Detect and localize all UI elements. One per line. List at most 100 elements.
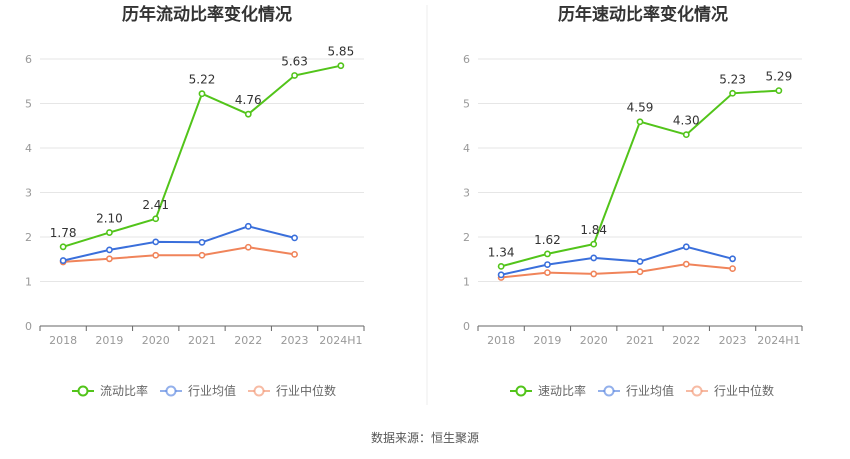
legend-label: 行业中位数 [276, 383, 336, 398]
y-tick-label: 1 [25, 276, 32, 289]
data-label: 5.63 [281, 54, 308, 68]
y-tick-label: 4 [25, 142, 32, 155]
data-point [198, 251, 206, 259]
data-label: 5.85 [327, 45, 354, 59]
data-label: 1.62 [534, 233, 561, 247]
data-point [682, 243, 690, 251]
data-label: 2.41 [142, 198, 169, 212]
series-line [62, 225, 295, 262]
legend-marker-icon [603, 385, 615, 397]
data-point [59, 257, 67, 264]
data-point [636, 268, 644, 276]
data-point [244, 243, 252, 251]
data-label: 1.84 [580, 223, 607, 237]
data-point [544, 250, 551, 258]
legend-marker-icon [77, 385, 89, 397]
y-tick-label: 0 [25, 320, 32, 333]
data-point [244, 110, 252, 118]
chart-title: 历年流动比率变化情况 [122, 4, 292, 25]
x-tick-label: 2024H1 [319, 334, 362, 347]
y-tick-label: 5 [25, 98, 32, 111]
data-point [682, 131, 690, 139]
x-tick-label: 2023 [719, 334, 747, 347]
data-point [497, 262, 505, 270]
x-tick-label: 2018 [49, 334, 77, 347]
data-point [152, 251, 160, 259]
data-point [729, 265, 736, 272]
x-tick-label: 2022 [234, 334, 262, 347]
y-tick-label: 4 [463, 142, 470, 155]
data-point [152, 215, 160, 223]
data-point [291, 72, 298, 79]
legend-label: 行业均值 [188, 383, 236, 398]
data-point [497, 271, 505, 279]
legend-label: 速动比率 [538, 383, 586, 398]
legend-marker-icon [253, 385, 265, 397]
y-tick-label: 0 [463, 320, 470, 333]
data-point [544, 261, 551, 268]
x-tick-label: 2020 [580, 334, 608, 347]
data-point [106, 255, 113, 263]
data-source-footer: 数据来源：恒生聚源 [370, 431, 479, 445]
legend-label: 行业中位数 [714, 383, 774, 398]
data-point [729, 255, 736, 263]
legend-item[interactable]: 行业均值 [160, 383, 236, 398]
data-point [106, 246, 113, 254]
data-point [636, 118, 644, 126]
data-point [729, 89, 736, 97]
legend-label: 行业均值 [626, 383, 674, 398]
y-tick-label: 1 [463, 276, 470, 289]
data-label: 5.22 [189, 73, 216, 87]
legend-item[interactable]: 行业中位数 [248, 383, 336, 398]
y-tick-label: 6 [25, 53, 32, 66]
legend-item[interactable]: 行业中位数 [686, 383, 774, 398]
series-line [500, 245, 733, 276]
data-point [291, 234, 298, 242]
x-tick-label: 2019 [533, 334, 561, 347]
data-point [152, 238, 160, 246]
y-tick-label: 3 [463, 187, 470, 200]
data-label: 5.23 [719, 72, 746, 86]
legend-item[interactable]: 流动比率 [72, 383, 148, 398]
data-point [106, 229, 113, 236]
y-tick-label: 6 [463, 53, 470, 66]
x-tick-label: 2019 [95, 334, 123, 347]
legend-item[interactable]: 行业均值 [598, 383, 674, 398]
data-point [590, 240, 598, 248]
x-tick-label: 2022 [672, 334, 700, 347]
y-tick-label: 2 [463, 231, 470, 244]
data-point [244, 222, 252, 230]
x-tick-label: 2023 [281, 334, 309, 347]
x-tick-label: 2018 [487, 334, 515, 347]
data-label: 2.10 [96, 212, 123, 226]
data-label: 4.59 [627, 101, 654, 115]
data-point [544, 269, 551, 276]
data-point [636, 258, 644, 265]
chart-title: 历年速动比率变化情况 [558, 4, 728, 25]
legend-marker-icon [165, 385, 177, 397]
data-point [198, 90, 206, 98]
legend-marker-icon [691, 385, 703, 397]
chart-1: 历年流动比率变化情况 0 1 2 3 4 5 6 2018 2019 2020 2021 2022 202… [25, 4, 365, 398]
data-point [337, 62, 345, 70]
data-label: 4.30 [673, 114, 700, 128]
series-line [63, 246, 295, 263]
y-tick-label: 3 [25, 187, 32, 200]
chart-2: 历年速动比率变化情况 0 1 2 3 4 5 6 2018 2019 2020 2021 2022 202… [463, 4, 803, 398]
x-tick-label: 2024H1 [757, 334, 800, 347]
data-label: 5.29 [765, 70, 792, 84]
legend-marker-icon [515, 385, 527, 397]
series-line [500, 263, 733, 279]
y-tick-label: 5 [463, 98, 470, 111]
data-point [682, 260, 690, 268]
legend-item[interactable]: 速动比率 [510, 383, 586, 398]
data-point [775, 87, 783, 94]
data-label: 1.34 [488, 245, 515, 259]
data-point [198, 238, 206, 246]
data-point [59, 243, 67, 251]
data-label: 4.76 [235, 93, 262, 107]
x-tick-label: 2021 [188, 334, 216, 347]
data-point [590, 270, 598, 278]
data-point [590, 254, 598, 262]
